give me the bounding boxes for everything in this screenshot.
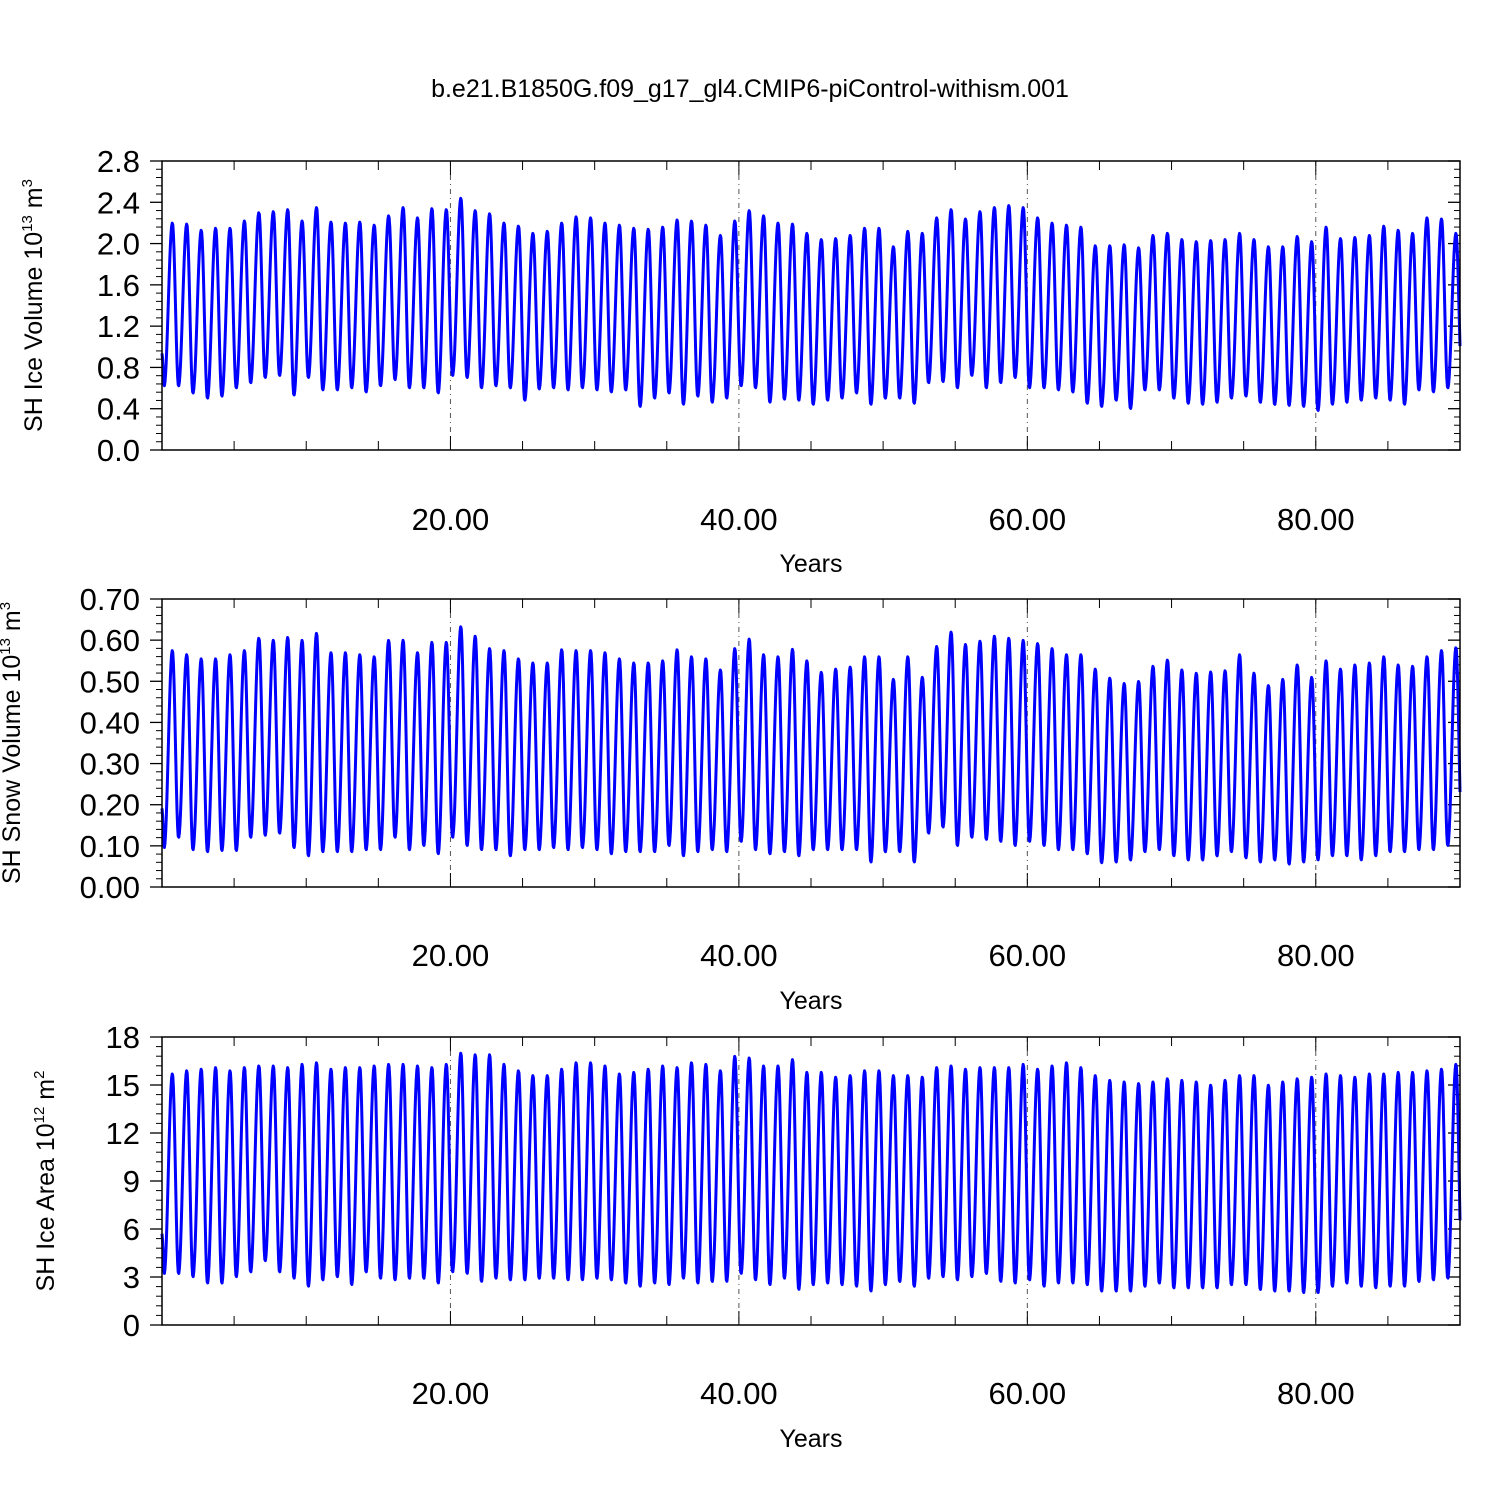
x-tick-label: 60.00: [989, 938, 1067, 973]
y-tick-label: 0.00: [80, 870, 140, 905]
y-tick-label: 0.8: [97, 350, 140, 385]
y-tick-label: 9: [123, 1164, 140, 1199]
y-tick-label: 0.40: [80, 705, 140, 740]
y-tick-label: 1.2: [97, 309, 140, 344]
plot-frame: [161, 1036, 1461, 1326]
x-axis-title: Years: [779, 1425, 842, 1453]
y-tick-label: 0.60: [80, 623, 140, 658]
y-tick-label: 15: [106, 1068, 140, 1103]
y-tick-label: 2.0: [97, 227, 140, 262]
x-tick-label: 40.00: [700, 502, 778, 537]
y-axis-title: SH Ice Volume 1013 m3: [19, 179, 48, 432]
x-tick-label: 80.00: [1277, 502, 1355, 537]
x-tick-label: 40.00: [700, 938, 778, 973]
series-line: [160, 625, 1462, 866]
x-tick-label: 80.00: [1277, 938, 1355, 973]
x-tick-label: 40.00: [700, 1376, 778, 1411]
panels: 0.00.40.81.21.62.02.42.820.00 40.00 60.00 8…: [0, 144, 1462, 1453]
y-tick-label: 0.20: [80, 788, 140, 823]
y-tick-label: 0.50: [80, 664, 140, 699]
x-axis-title: Years: [779, 987, 842, 1015]
panel-2: 0.00 0.10 0.20 0.30 0.40 0.50 0.60 0.70 20.00 40.…: [0, 582, 1462, 1015]
x-tick-label: 20.00: [412, 938, 490, 973]
panel-3: 0 3 6 9 12 15 18 20.00 40.00 60.00 80.00 Years SH Ic…: [31, 1020, 1462, 1453]
x-tick-label: 80.00: [1277, 1376, 1355, 1411]
y-tick-label: 12: [106, 1116, 140, 1151]
y-axis-title: SH Snow Volume 1013 m3: [0, 602, 26, 884]
x-tick-label: 20.00: [412, 502, 490, 537]
y-axis-title: SH Ice Area 1012 m2: [31, 1071, 60, 1292]
y-tick-label: 0: [123, 1308, 140, 1343]
x-tick-label: 20.00: [412, 1376, 490, 1411]
y-tick-label: 2.4: [97, 185, 140, 220]
y-tick-label: 0.4: [97, 392, 140, 427]
y-tick-label: 0.30: [80, 747, 140, 782]
panel-1: 0.0 0.4 0.8 1.2 1.6 2.0 2.4 2.8 20.00 40.00 60.00 8…: [19, 144, 1462, 578]
x-axis-title: Years: [779, 550, 842, 578]
series-line: [160, 196, 1462, 412]
plot-frame: [161, 598, 1461, 888]
x-tick-label: 60.00: [989, 1376, 1067, 1411]
plot-frame: [161, 160, 1461, 451]
figure-title: b.e21.B1850G.f09_g17_gl4.CMIP6-piControl…: [431, 75, 1069, 103]
y-tick-label: 6: [123, 1212, 140, 1247]
series-line: [160, 1051, 1462, 1294]
y-tick-label: 1.6: [97, 268, 140, 303]
y-tick-label: 18: [106, 1020, 140, 1055]
y-tick-label: 0.0: [97, 433, 140, 468]
y-tick-label: 0.10: [80, 829, 140, 864]
y-tick-label: 2.8: [97, 144, 140, 179]
x-tick-label: 60.00: [989, 502, 1067, 537]
y-tick-label: 3: [123, 1260, 140, 1295]
y-tick-label: 0.70: [80, 582, 140, 617]
